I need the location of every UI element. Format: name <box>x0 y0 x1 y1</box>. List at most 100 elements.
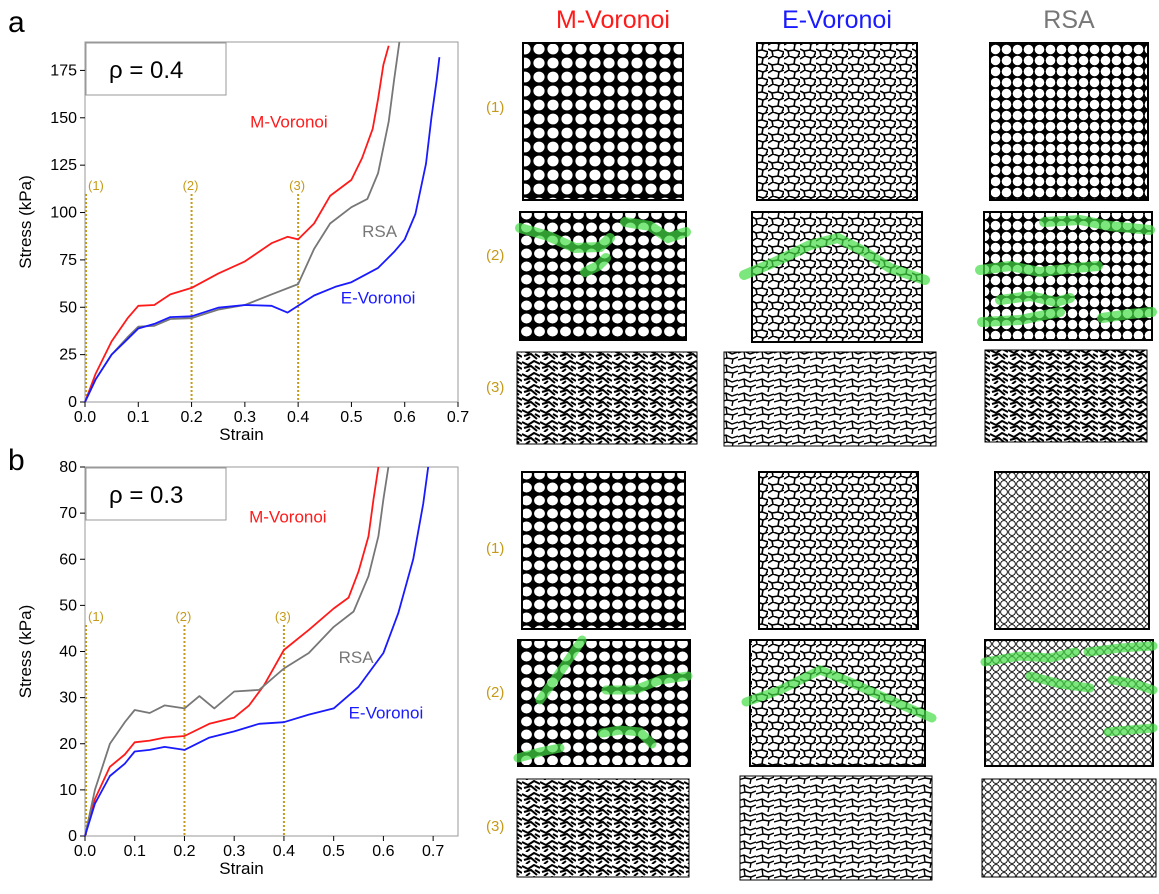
row-label-a-3: (3) <box>486 379 504 396</box>
y-tick-label: 175 <box>50 62 77 79</box>
density-annotation: ρ = 0.4 <box>109 57 183 84</box>
x-tick-label: 0.7 <box>422 843 444 860</box>
y-tick-label: 25 <box>59 347 77 364</box>
shear-bands-a <box>515 214 1157 327</box>
x-tick-label: 0.3 <box>234 409 256 426</box>
foam-b-m-voronoi-3 <box>516 778 690 878</box>
x-tick-label: 0.6 <box>394 409 416 426</box>
x-tick-label: 0.0 <box>74 843 96 860</box>
y-tick-label: 75 <box>59 252 77 269</box>
row-label-b-2: (2) <box>486 684 504 701</box>
row-label-a-1: (1) <box>486 99 504 116</box>
foam-a-e-voronoi-2 <box>751 211 923 343</box>
x-tick-label: 0.2 <box>173 843 195 860</box>
y-tick-label: 20 <box>59 736 77 753</box>
foam-b-m-voronoi-1 <box>521 471 686 630</box>
foam-images-b <box>513 471 1158 881</box>
series-label-rsa: RSA <box>339 648 375 667</box>
annotation-box <box>85 467 227 521</box>
series-line-e-voronoi <box>84 57 441 403</box>
shear-band <box>1097 307 1157 323</box>
y-tick-label: 0 <box>68 394 77 411</box>
row-label-a-2: (2) <box>486 247 504 264</box>
shear-bands-b <box>513 635 1158 763</box>
y-tick-label: 0 <box>68 828 77 845</box>
series-line-m-voronoi <box>84 45 390 403</box>
strain-marker-label: (3) <box>289 178 305 193</box>
x-tick-label: 0.5 <box>340 409 362 426</box>
y-tick-label: 100 <box>50 205 77 222</box>
shear-band <box>980 647 1080 667</box>
y-tick-label: 60 <box>59 551 77 568</box>
y-tick-label: 30 <box>59 690 77 707</box>
series-label-m-voronoi: M-Voronoi <box>250 112 327 131</box>
shear-band <box>580 253 611 277</box>
y-tick-label: 40 <box>59 644 77 661</box>
series-line-rsa <box>84 466 390 837</box>
foam-b-e-voronoi-1 <box>758 471 919 630</box>
series-label-m-voronoi: M-Voronoi <box>249 507 326 526</box>
shear-band <box>741 665 937 723</box>
y-tick-label: 10 <box>59 782 77 799</box>
strain-marker-label: (3) <box>275 609 291 624</box>
foam-a-e-voronoi-1 <box>756 42 918 201</box>
shear-band <box>597 725 657 749</box>
shear-band <box>977 307 1065 327</box>
x-tick-label: 0.0 <box>74 409 96 426</box>
x-tick-label: 0.2 <box>180 409 202 426</box>
y-tick-label: 150 <box>50 110 77 127</box>
x-tick-label: 0.4 <box>273 843 295 860</box>
foam-images-a <box>515 42 1157 447</box>
chart-a: a 0.0 0.1 0.2 0.3 0.4 0.5 0.6 0.7 0 25 50 75 100 125 15… <box>8 6 469 444</box>
strain-marker-label: (2) <box>175 609 191 624</box>
series-label-e-voronoi: E-Voronoi <box>341 288 416 307</box>
row-label-b-1: (1) <box>486 540 504 557</box>
shear-band <box>1103 723 1158 737</box>
series-line-rsa <box>84 41 401 403</box>
column-title-m-voronoi: M-Voronoi <box>556 6 670 34</box>
chart-b: b 0.0 0.1 0.2 0.3 0.4 0.5 0.6 0.7 0 10 20 30 40 50 60 70… <box>8 444 459 878</box>
x-tick-label: 0.7 <box>447 409 469 426</box>
x-tick-label: 0.1 <box>127 409 149 426</box>
shear-band <box>1025 671 1095 693</box>
series-label-e-voronoi: E-Voronoi <box>349 703 424 722</box>
shear-band <box>995 290 1075 308</box>
foam-a-rsa-1 <box>989 42 1149 201</box>
foam-b-m-voronoi-2 <box>517 639 691 767</box>
row-label-b-3: (3) <box>486 818 504 835</box>
y-tick-label: 80 <box>59 459 77 476</box>
y-tick-label: 70 <box>59 505 77 522</box>
strain-marker-label: (1) <box>88 609 104 624</box>
panel-letter-a: a <box>8 6 25 39</box>
y-tick-label: 50 <box>59 597 77 614</box>
shear-band <box>601 671 693 695</box>
series-label-rsa: RSA <box>362 222 398 241</box>
x-tick-label: 0.1 <box>124 843 146 860</box>
foam-a-e-voronoi-3 <box>723 351 937 447</box>
foam-b-e-voronoi-3 <box>739 775 933 881</box>
foam-a-m-voronoi-1 <box>522 42 684 201</box>
shear-band <box>1083 641 1158 657</box>
shear-band <box>975 260 1103 278</box>
shear-band <box>535 635 587 705</box>
series-line-m-voronoi <box>84 466 380 837</box>
foam-a-rsa-3 <box>984 349 1148 443</box>
x-tick-label: 0.5 <box>323 843 345 860</box>
foam-b-rsa-1 <box>994 471 1150 630</box>
foam-b-e-voronoi-2 <box>749 639 926 767</box>
y-tick-label: 125 <box>50 157 77 174</box>
shear-band <box>513 743 565 763</box>
annotation-box <box>85 42 227 96</box>
column-title-e-voronoi: E-Voronoi <box>782 6 892 34</box>
shear-band <box>515 223 615 254</box>
x-axis-label: Strain <box>219 859 263 878</box>
strain-marker-label: (2) <box>183 178 199 193</box>
foam-a-m-voronoi-3 <box>516 351 698 445</box>
shear-band <box>1039 214 1155 235</box>
panel-letter-b: b <box>8 444 25 477</box>
plot-frame <box>84 41 459 403</box>
shear-band <box>739 232 930 285</box>
strain-marker-label: (1) <box>88 178 104 193</box>
foam-b-rsa-3 <box>981 778 1157 878</box>
